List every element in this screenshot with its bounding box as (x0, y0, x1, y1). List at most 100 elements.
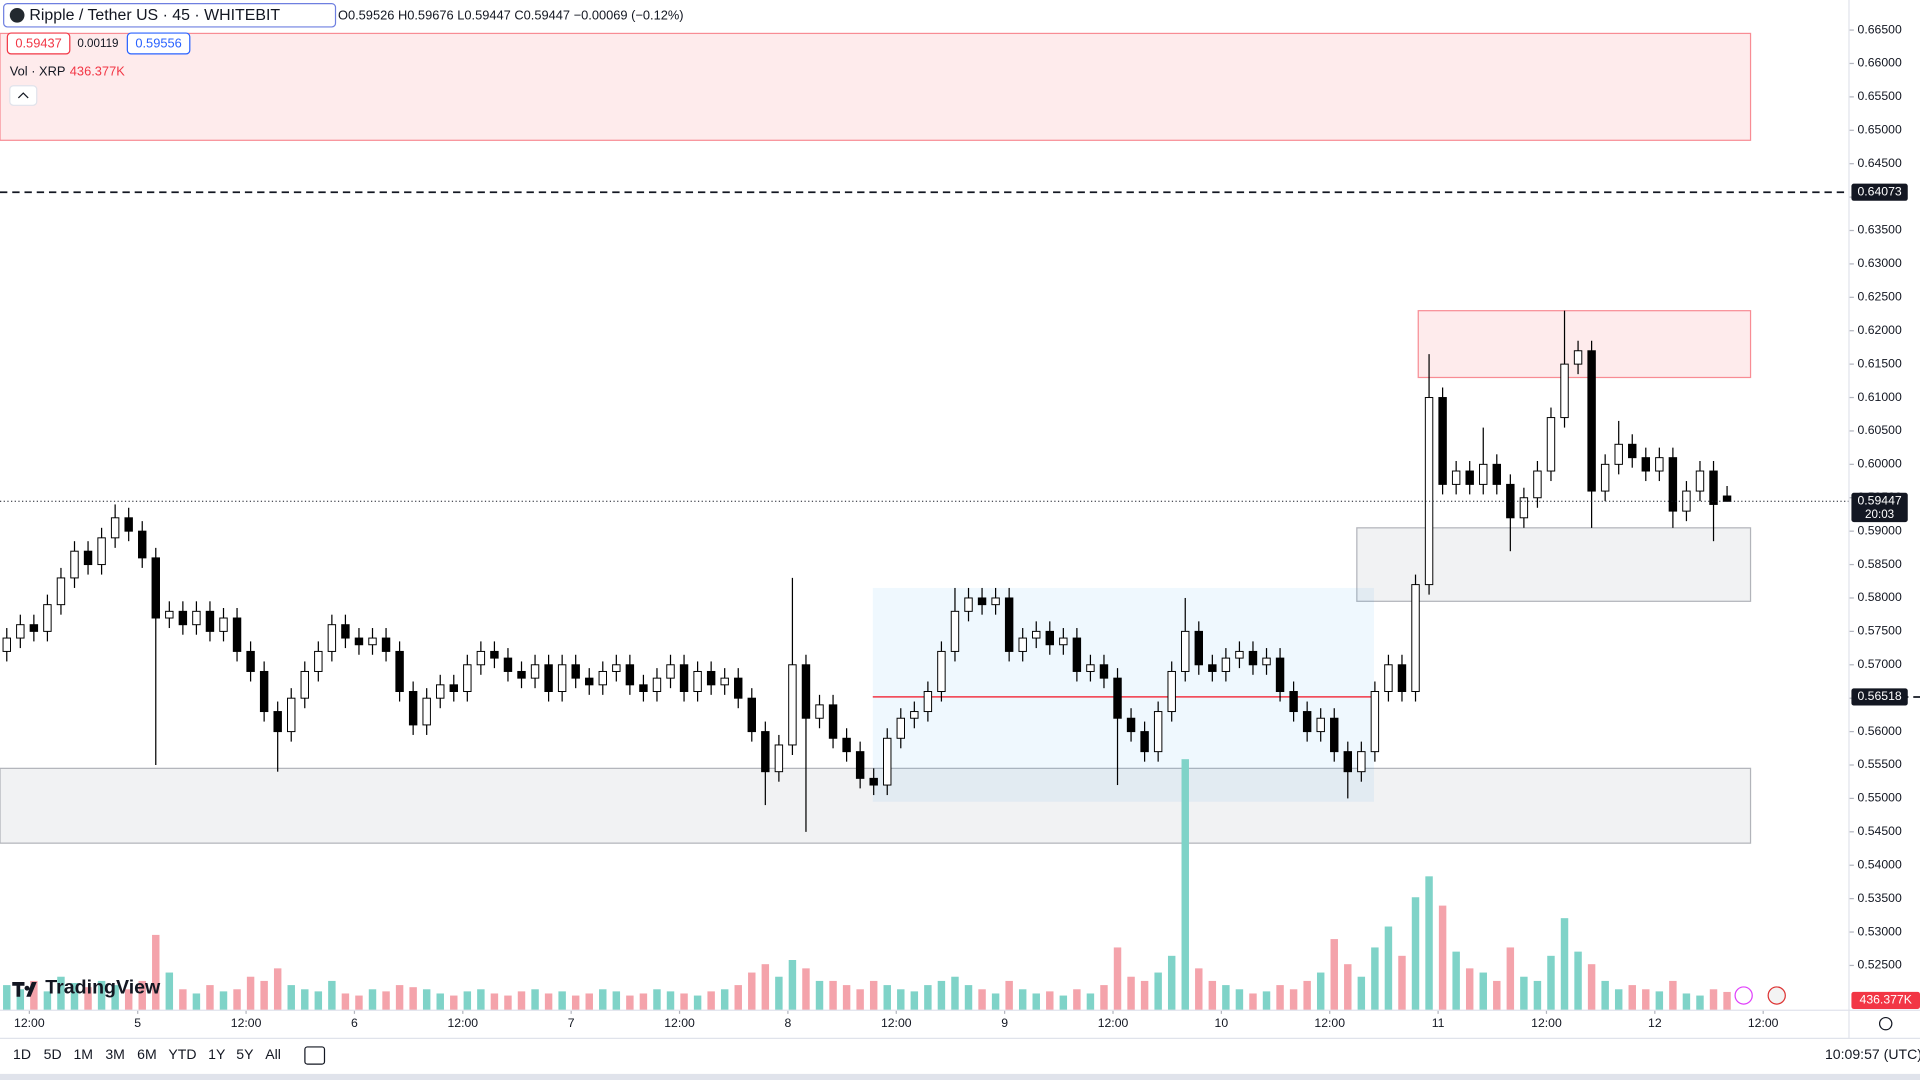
candle-body (192, 610, 201, 626)
range-button[interactable]: 1Y (208, 1046, 226, 1062)
y-tick-label: 0.57500 (1858, 624, 1902, 638)
collapse-button[interactable] (9, 85, 38, 106)
price-axis: 0.52500 0.53000 0.53500 0.54000 0.54500 0.550… (14, 22, 1920, 1030)
level-label: 0.56518 (1857, 689, 1901, 703)
volume-bar (43, 991, 52, 1011)
candle-body (110, 517, 120, 539)
y-tick-label: 0.53000 (1858, 924, 1902, 938)
candle-body (165, 610, 174, 619)
candle-body (801, 664, 811, 719)
volume-bar (544, 993, 553, 1011)
candle-body (1059, 637, 1068, 646)
volume-label-bg (1851, 991, 1920, 1009)
candle-body (869, 777, 878, 786)
candle-body (341, 624, 350, 639)
candle-body (1072, 637, 1082, 672)
y-tick-label: 0.61500 (1858, 356, 1902, 370)
bottom-strip (0, 1073, 1920, 1080)
volume-bar (1479, 972, 1487, 1011)
volume-bar (856, 989, 864, 1011)
candle-body (408, 691, 418, 726)
candle-body (1573, 350, 1583, 365)
volume-bar (179, 989, 187, 1011)
volume-bar (1018, 989, 1027, 1011)
candle-body (571, 664, 580, 679)
range-button[interactable]: All (265, 1046, 281, 1062)
volume-bar (517, 991, 526, 1011)
ask-box[interactable] (126, 32, 191, 55)
candle-body (1560, 363, 1569, 419)
date-range-button[interactable] (304, 1046, 326, 1065)
volume-bar (1371, 947, 1379, 1011)
candle-body (1140, 731, 1149, 753)
volume-bar (1046, 991, 1054, 1011)
volume-bar (124, 989, 133, 1011)
zones (0, 32, 1752, 844)
range-button[interactable]: 5Y (236, 1046, 254, 1062)
volume-bar (287, 985, 295, 1011)
candle-body (1086, 664, 1095, 672)
volume-bar (1289, 989, 1298, 1011)
volume-bar (1262, 991, 1271, 1011)
volume-bar (246, 976, 255, 1011)
candle-body (381, 637, 391, 652)
volume-bar (301, 989, 309, 1011)
range-button[interactable]: 3M (105, 1046, 125, 1062)
zone (1356, 527, 1752, 602)
volume-bar (3, 985, 11, 1011)
alert-icon[interactable] (1734, 986, 1753, 1005)
candle-body (1181, 630, 1190, 672)
volume-bar (341, 993, 350, 1011)
volume-bar (720, 989, 729, 1011)
candle-body (720, 677, 729, 686)
y-tick-label: 0.60500 (1858, 423, 1902, 437)
candle-body (368, 637, 377, 646)
candle-body (1655, 457, 1664, 472)
y-tick-label: 0.66500 (1858, 22, 1902, 36)
candle-body (1316, 717, 1325, 733)
bid-box[interactable] (6, 32, 71, 55)
range-button[interactable]: 1D (13, 1046, 31, 1062)
candle-body (1492, 463, 1502, 485)
plot (0, 191, 1920, 1011)
volume-bar (910, 991, 919, 1011)
range-button[interactable]: YTD (168, 1046, 196, 1062)
candle-body (151, 557, 160, 619)
candle-body (97, 537, 106, 566)
volume-bar (1235, 989, 1244, 1011)
candle-body (883, 737, 892, 786)
flag-icon[interactable] (1767, 986, 1786, 1005)
candle-body (991, 597, 1000, 606)
volume-bar (802, 968, 810, 1011)
volume-bar (57, 976, 65, 1011)
volume-bar (991, 993, 1000, 1011)
candle-body (950, 610, 960, 652)
volume-bar (409, 987, 417, 1011)
volume-bar (531, 989, 539, 1011)
y-tick-label: 0.61000 (1858, 390, 1902, 404)
y-tick-label: 0.64500 (1858, 156, 1902, 170)
candle-body (1614, 443, 1623, 465)
candle-body (43, 604, 52, 632)
candle-body (1546, 417, 1556, 472)
volume-bar (30, 980, 38, 1011)
current-price-bg (1851, 492, 1908, 523)
volume-bar (585, 993, 593, 1011)
range-button[interactable]: 5D (44, 1046, 62, 1062)
y-tick-label: 0.65500 (1858, 89, 1902, 103)
range-button[interactable]: 1M (73, 1046, 93, 1062)
settings-icon[interactable] (1878, 1016, 1893, 1031)
volume-bar (653, 989, 661, 1011)
volume-bar (422, 989, 431, 1011)
volume-bar (1032, 993, 1040, 1011)
volume-bar (382, 991, 390, 1011)
volume-bar (666, 991, 675, 1011)
volume-bar (1655, 991, 1664, 1011)
candle-body (1099, 664, 1109, 679)
volume-bar (206, 985, 214, 1011)
symbol-box[interactable] (3, 3, 337, 28)
range-button[interactable]: 6M (137, 1046, 157, 1062)
volume-bar (165, 972, 174, 1011)
candle-body (1289, 691, 1298, 713)
